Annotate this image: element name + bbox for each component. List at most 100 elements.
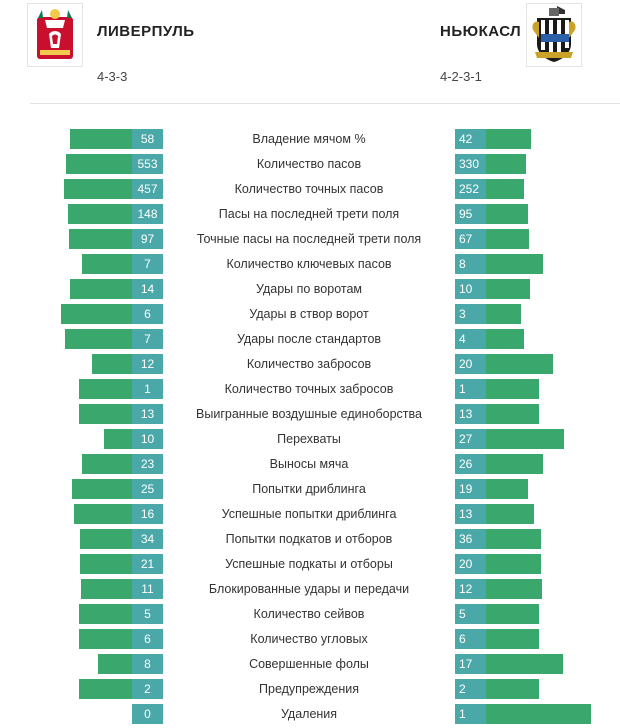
away-stat-bar	[486, 604, 539, 624]
home-stat-value: 97	[132, 229, 163, 249]
stat-row: 21 Успешные подкаты и отборы 20	[0, 552, 620, 577]
home-stat-value: 58	[132, 129, 163, 149]
home-stat-value: 16	[132, 504, 163, 524]
header-divider	[30, 103, 620, 104]
stat-label: Количество угловых	[250, 632, 368, 646]
stat-row: 6 Удары в створ ворот 3	[0, 302, 620, 327]
stat-row: 2 Предупреждения 2	[0, 677, 620, 702]
stat-label: Удары в створ ворот	[249, 307, 369, 321]
home-stat-value: 553	[132, 154, 163, 174]
home-stat-bar	[70, 129, 132, 149]
away-stat-value: 67	[455, 229, 486, 249]
away-stat-bar	[486, 304, 521, 324]
away-stat-bar	[486, 454, 543, 474]
stat-label: Удары по воротам	[255, 282, 363, 296]
stat-row: 0 Удаления 1	[0, 702, 620, 727]
stat-row: 5 Количество сейвов 5	[0, 602, 620, 627]
home-stat-value: 14	[132, 279, 163, 299]
away-stat-bar	[486, 429, 564, 449]
stat-row: 1 Количество точных забросов 1	[0, 377, 620, 402]
away-stat-bar	[486, 204, 528, 224]
home-stat-bar	[65, 329, 132, 349]
stats-table: 58 Владение мячом % 42 553 Количество пасов 3…	[0, 127, 620, 727]
away-stat-value: 10	[455, 279, 486, 299]
newcastle-crest-icon[interactable]	[526, 3, 582, 67]
away-stat-bar	[486, 629, 539, 649]
stat-label: Количество забросов	[246, 357, 372, 371]
home-stat-bar	[79, 629, 132, 649]
stat-row: 148 Пасы на последней трети поля 95	[0, 202, 620, 227]
away-stat-bar	[486, 579, 542, 599]
home-stat-value: 0	[132, 704, 163, 724]
away-stat-bar	[486, 654, 563, 674]
away-stat-value: 26	[455, 454, 486, 474]
stat-row: 10 Перехваты 27	[0, 427, 620, 452]
stat-row: 11 Блокированные удары и передачи 12	[0, 577, 620, 602]
away-stat-value: 4	[455, 329, 486, 349]
home-stat-bar	[72, 479, 132, 499]
away-stat-bar	[486, 404, 539, 424]
stat-row: 7 Удары после стандартов 4	[0, 327, 620, 352]
stat-label: Пасы на последней трети поля	[218, 207, 400, 221]
liverpool-crest-icon[interactable]	[27, 3, 83, 67]
stat-label: Удары после стандартов	[236, 332, 382, 346]
stat-row: 58 Владение мячом % 42	[0, 127, 620, 152]
away-stat-bar	[486, 379, 539, 399]
away-stat-bar	[486, 704, 591, 724]
away-stat-bar	[486, 479, 528, 499]
home-stat-bar	[79, 679, 132, 699]
home-stat-bar	[79, 379, 132, 399]
home-stat-value: 5	[132, 604, 163, 624]
home-stat-bar	[98, 654, 132, 674]
home-stat-value: 23	[132, 454, 163, 474]
away-stat-bar	[486, 529, 541, 549]
home-stat-bar	[80, 554, 132, 574]
away-stat-value: 1	[455, 379, 486, 399]
away-stat-value: 8	[455, 254, 486, 274]
away-stat-value: 6	[455, 629, 486, 649]
away-stat-value: 252	[455, 179, 486, 199]
home-stat-bar	[70, 279, 132, 299]
home-stat-bar	[79, 404, 132, 424]
stat-label: Владение мячом %	[252, 132, 366, 146]
stat-row: 97 Точные пасы на последней трети поля 67	[0, 227, 620, 252]
home-team-name[interactable]: ЛИВЕРПУЛЬ	[97, 23, 195, 40]
home-stat-bar	[69, 229, 132, 249]
away-stat-value: 95	[455, 204, 486, 224]
home-stat-bar	[82, 454, 132, 474]
away-stat-value: 20	[455, 554, 486, 574]
home-stat-value: 6	[132, 629, 163, 649]
home-stat-bar	[104, 429, 132, 449]
stat-row: 34 Попытки подкатов и отборов 36	[0, 527, 620, 552]
away-stat-bar	[486, 254, 543, 274]
away-stat-bar	[486, 554, 541, 574]
home-stat-bar	[66, 154, 132, 174]
stat-label: Успешные попытки дриблинга	[221, 507, 397, 521]
stat-row: 14 Удары по воротам 10	[0, 277, 620, 302]
stat-label: Попытки дриблинга	[252, 482, 366, 496]
home-stat-bar	[64, 179, 132, 199]
away-stat-bar	[486, 329, 524, 349]
home-stat-value: 10	[132, 429, 163, 449]
stat-row: 23 Выносы мяча 26	[0, 452, 620, 477]
stat-row: 8 Совершенные фолы 17	[0, 652, 620, 677]
stat-row: 6 Количество угловых 6	[0, 627, 620, 652]
away-stat-bar	[486, 129, 531, 149]
stat-label: Выносы мяча	[269, 457, 349, 471]
away-stat-bar	[486, 154, 526, 174]
stat-label: Количество сейвов	[253, 607, 365, 621]
stat-row: 25 Попытки дриблинга 19	[0, 477, 620, 502]
home-stat-bar	[80, 529, 132, 549]
away-team-name[interactable]: НЬЮКАСЛ	[440, 23, 522, 40]
home-stat-bar	[81, 579, 132, 599]
stat-label: Количество пасов	[256, 157, 362, 171]
stat-row: 13 Выигранные воздушные единоборства 13	[0, 402, 620, 427]
away-stat-value: 20	[455, 354, 486, 374]
away-stat-value: 13	[455, 504, 486, 524]
home-stat-value: 2	[132, 679, 163, 699]
away-stat-value: 27	[455, 429, 486, 449]
home-stat-value: 148	[132, 204, 163, 224]
home-stat-value: 1	[132, 379, 163, 399]
match-header: ЛИВЕРПУЛЬ 4-3-3 НЬЮКАСЛ 4-2-3-1	[0, 0, 620, 104]
home-stat-value: 457	[132, 179, 163, 199]
